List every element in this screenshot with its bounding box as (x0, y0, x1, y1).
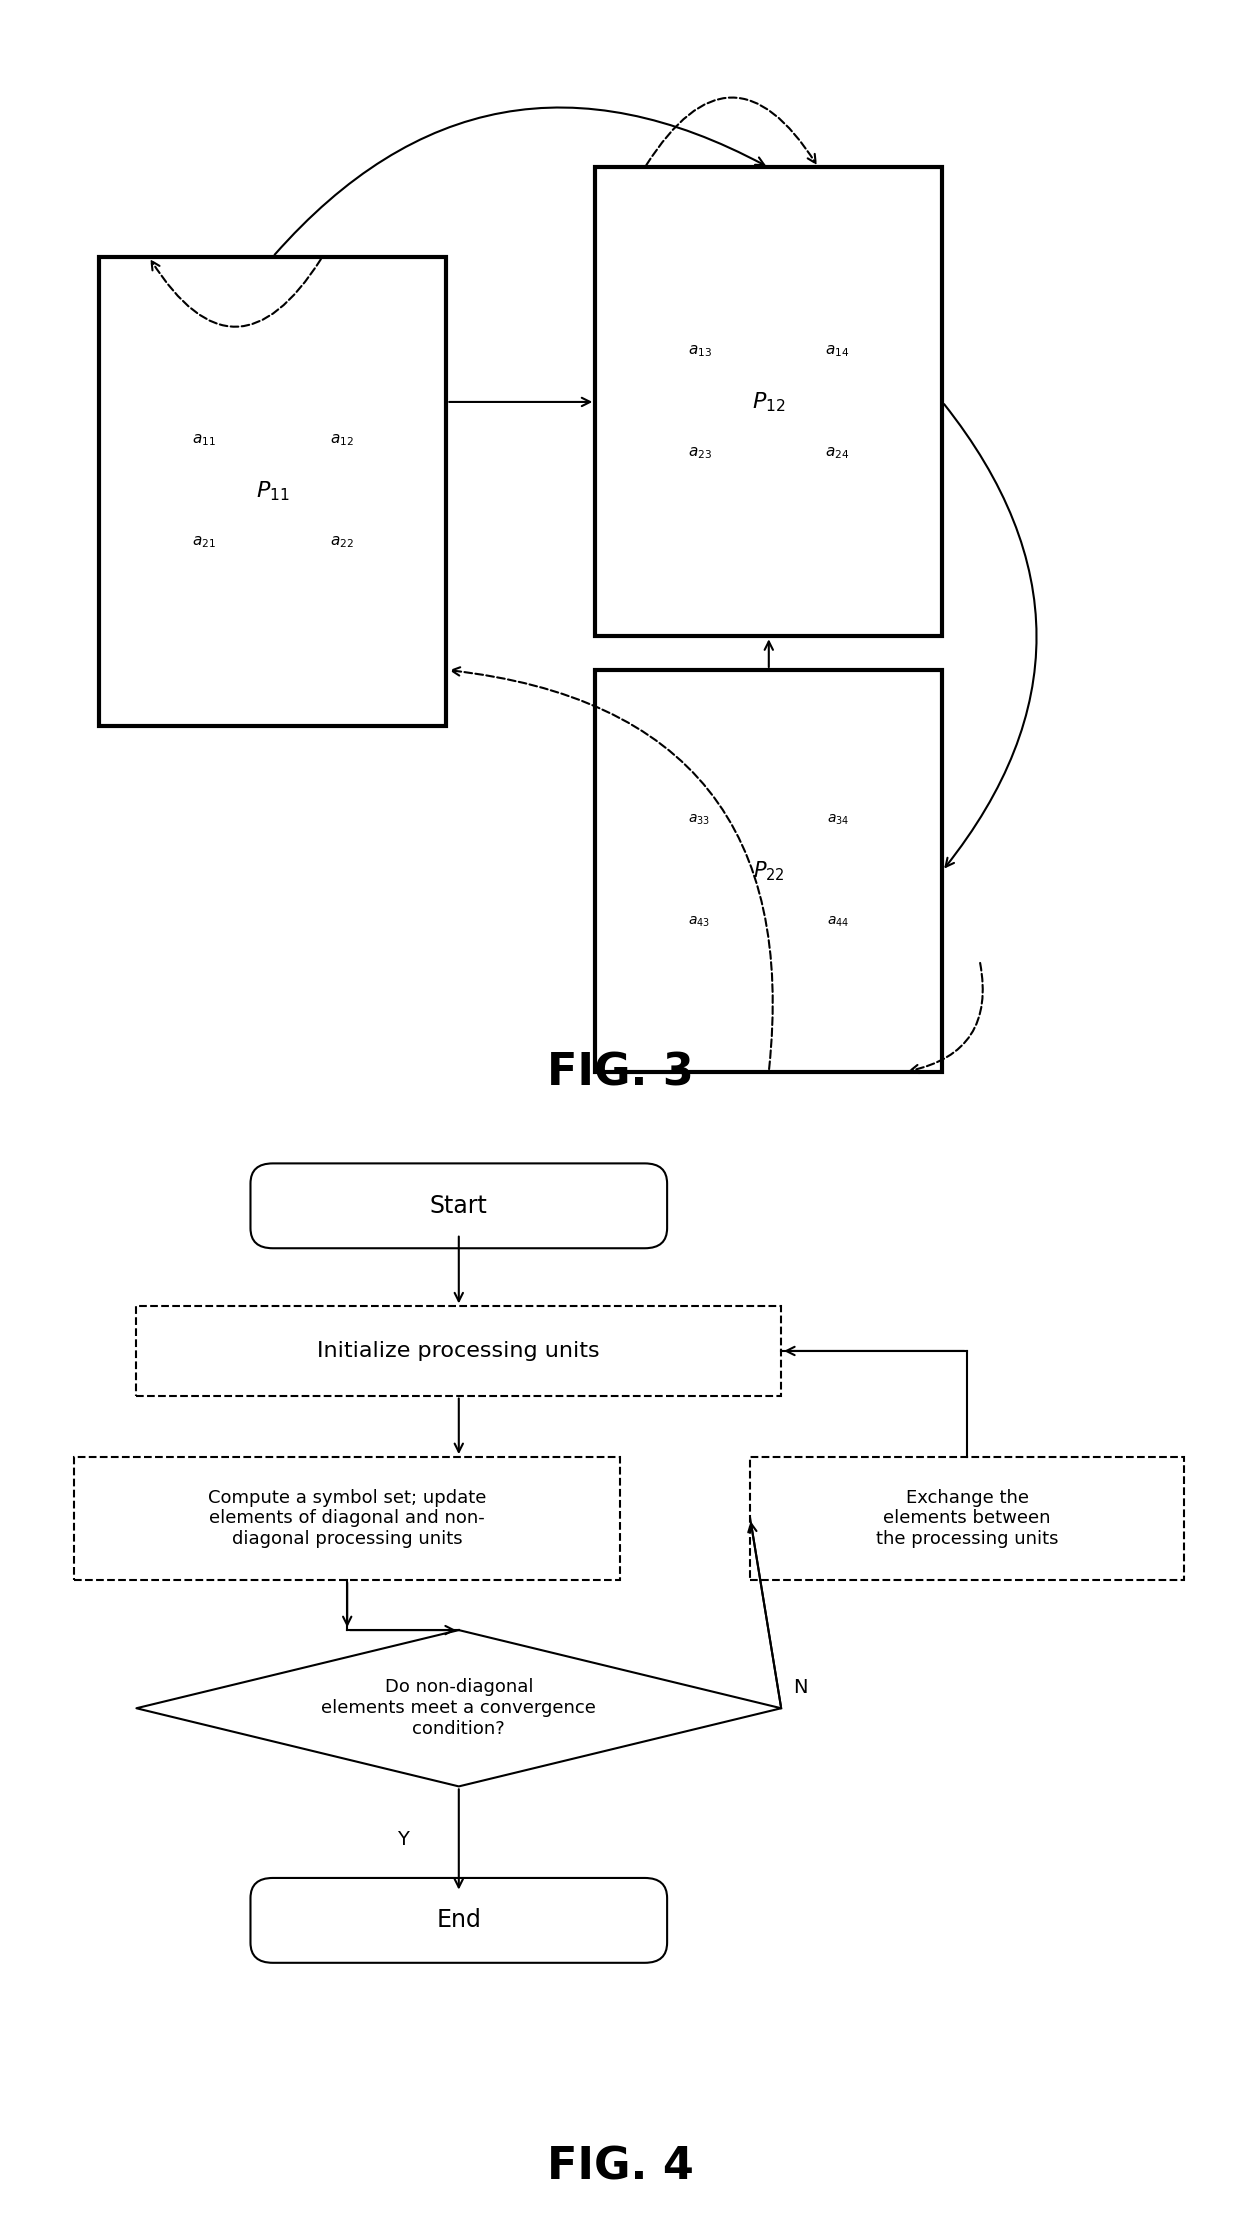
Text: $a_{44}$: $a_{44}$ (827, 916, 849, 929)
Polygon shape (136, 1630, 781, 1786)
Text: Exchange the
elements between
the processing units: Exchange the elements between the proces… (875, 1489, 1059, 1547)
Text: $a_{34}$: $a_{34}$ (827, 813, 849, 826)
Text: $a_{22}$: $a_{22}$ (330, 534, 353, 549)
Text: Do non-diagonal
elements meet a convergence
condition?: Do non-diagonal elements meet a converge… (321, 1679, 596, 1737)
Text: $P_{11}$: $P_{11}$ (255, 480, 290, 502)
Text: $a_{23}$: $a_{23}$ (688, 444, 712, 460)
Text: $P_{12}$: $P_{12}$ (751, 391, 786, 413)
FancyBboxPatch shape (595, 167, 942, 636)
Text: $a_{11}$: $a_{11}$ (192, 433, 216, 449)
Text: End: End (436, 1909, 481, 1932)
Text: Y: Y (397, 1829, 409, 1849)
FancyBboxPatch shape (74, 1458, 620, 1581)
Text: $P_{22}$: $P_{22}$ (753, 860, 785, 882)
FancyBboxPatch shape (250, 1163, 667, 1248)
Text: $a_{24}$: $a_{24}$ (825, 444, 849, 460)
FancyBboxPatch shape (136, 1306, 781, 1396)
Text: FIG. 3: FIG. 3 (547, 1052, 693, 1094)
FancyBboxPatch shape (595, 670, 942, 1072)
Text: $a_{13}$: $a_{13}$ (688, 344, 712, 360)
FancyBboxPatch shape (250, 1878, 667, 1963)
Text: $a_{43}$: $a_{43}$ (688, 916, 711, 929)
Text: Initialize processing units: Initialize processing units (317, 1342, 600, 1360)
Text: $a_{14}$: $a_{14}$ (825, 344, 849, 360)
Text: N: N (794, 1677, 808, 1697)
Text: $a_{12}$: $a_{12}$ (330, 433, 353, 449)
Text: Start: Start (430, 1195, 487, 1217)
Text: Compute a symbol set; update
elements of diagonal and non-
diagonal processing u: Compute a symbol set; update elements of… (208, 1489, 486, 1547)
Text: FIG. 4: FIG. 4 (547, 2146, 693, 2188)
Text: $a_{21}$: $a_{21}$ (192, 534, 216, 549)
FancyBboxPatch shape (99, 257, 446, 726)
FancyBboxPatch shape (750, 1458, 1184, 1581)
Text: $a_{33}$: $a_{33}$ (688, 813, 711, 826)
